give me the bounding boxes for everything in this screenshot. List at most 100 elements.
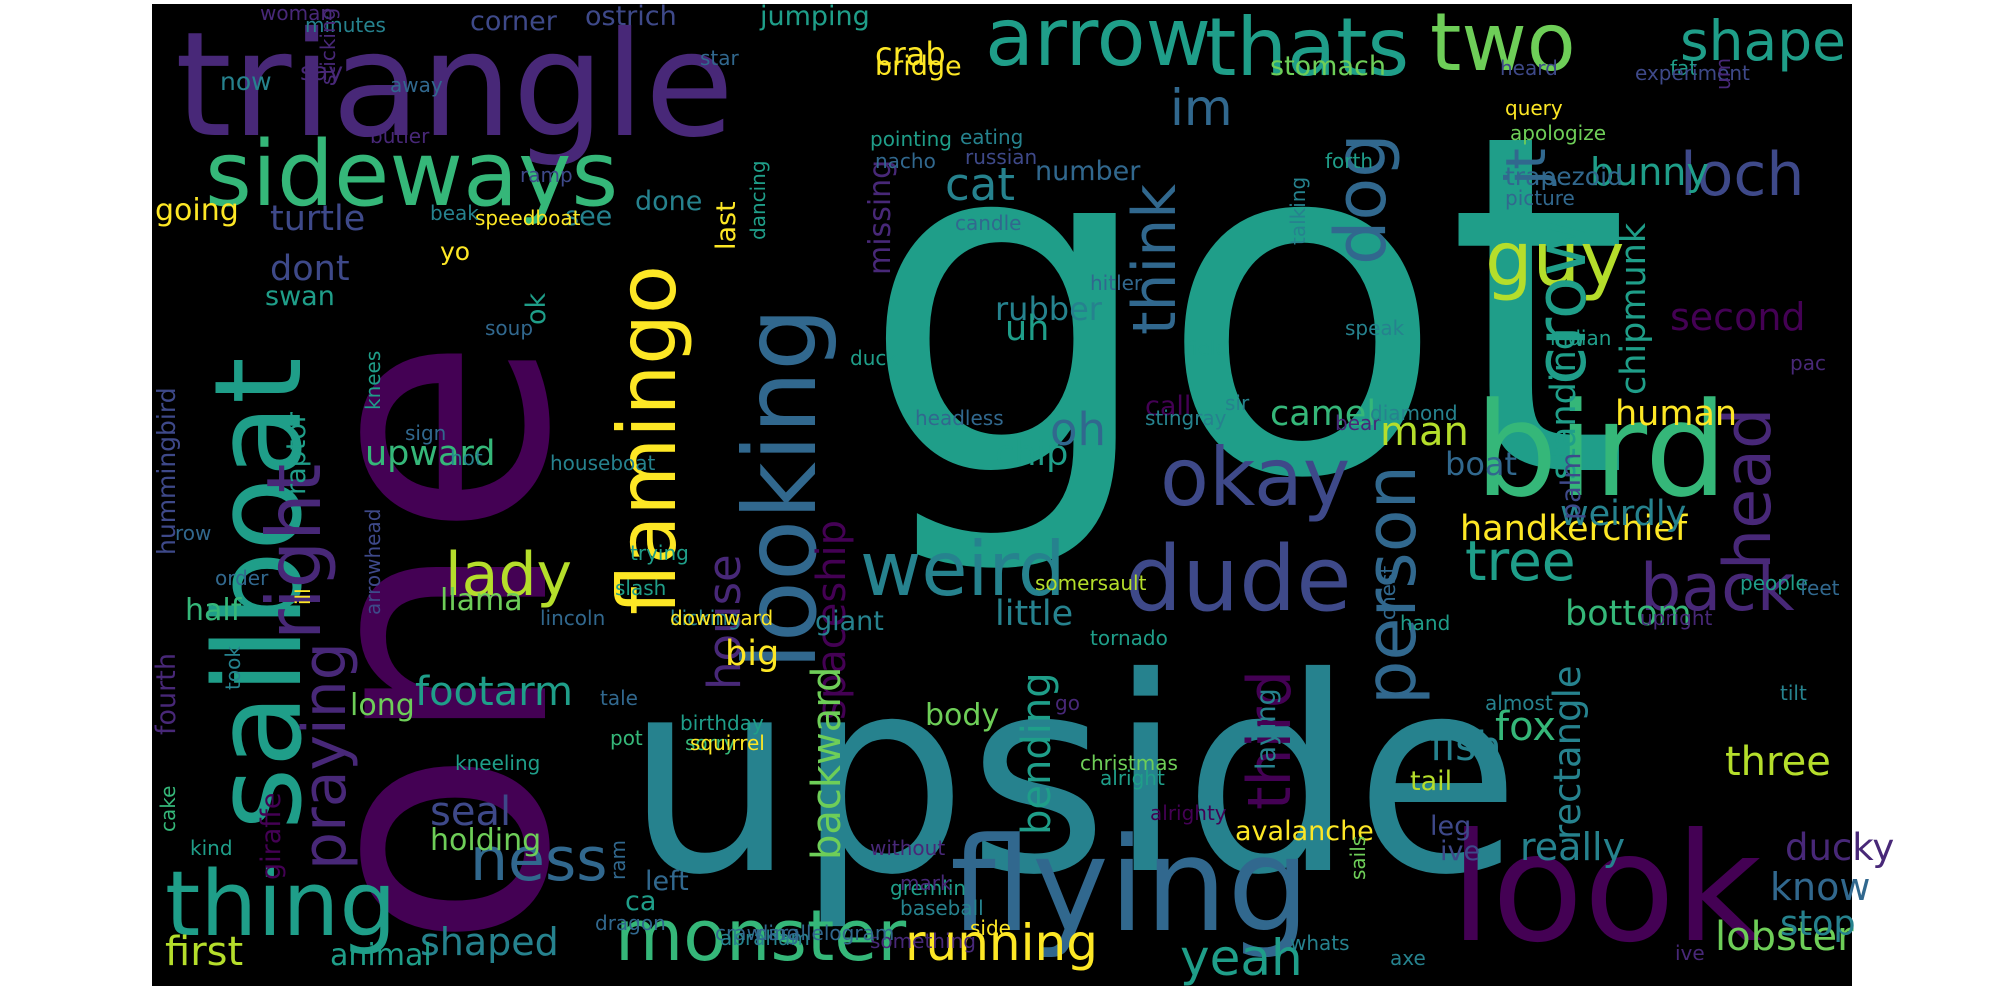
cloud-word-yo: yo <box>440 237 470 266</box>
cloud-word-say: say <box>300 57 343 86</box>
cloud-word-spaceship: spaceship <box>809 520 855 720</box>
cloud-word-cat: cat <box>945 158 1015 211</box>
cloud-word-query: query <box>1505 96 1563 120</box>
cloud-word-ca: ca <box>625 886 656 917</box>
cloud-word-downward: downward <box>670 606 773 630</box>
cloud-word-look: look <box>1450 802 1762 976</box>
cloud-word-shape: shape <box>1680 9 1846 73</box>
cloud-word-soup: soup <box>485 316 533 340</box>
cloud-word-yeah: yeah <box>1180 929 1303 987</box>
cloud-word-go: go <box>1055 691 1080 715</box>
cloud-word-fox: fox <box>1495 704 1556 750</box>
cloud-word-stop: stop <box>1780 904 1856 944</box>
cloud-word-tree: tree <box>1465 529 1576 593</box>
cloud-word-chipmunk: chipmunk <box>1614 222 1654 395</box>
cloud-word-candle: candle <box>955 211 1021 235</box>
cloud-word-arrowhead: arrowhead <box>361 509 385 615</box>
cloud-word-crawling: crawling <box>715 921 799 945</box>
cloud-word-beak: beak <box>430 201 479 225</box>
cloud-word-see: see <box>565 201 612 232</box>
cloud-word-whats: whats <box>1290 931 1350 955</box>
cloud-word-feet: feet <box>1800 576 1840 600</box>
cloud-word-lady: lady <box>445 540 572 610</box>
cloud-word-ram: ram <box>606 840 630 880</box>
cloud-word-ill: ill <box>291 588 315 605</box>
cloud-word-left: left <box>645 866 689 897</box>
cloud-word-lobster: lobster <box>1715 914 1854 960</box>
cloud-word-weirdly: weirdly <box>1560 494 1686 534</box>
cloud-word-seal: seal <box>430 789 511 835</box>
cloud-word-parallelogram: parallelogram <box>755 921 894 945</box>
cloud-word-really: really <box>1520 825 1625 869</box>
cloud-word-sailboat: sailboat <box>190 357 329 830</box>
cloud-word-people: people <box>1740 571 1808 595</box>
cloud-word-bottom: bottom <box>1565 594 1692 634</box>
cloud-word-human: human <box>1615 394 1737 434</box>
cloud-word-flamingo: flamingo <box>601 265 694 615</box>
cloud-word-avalanche: avalanche <box>1235 816 1374 847</box>
cloud-word-heard: heard <box>1500 56 1558 80</box>
cloud-word-thing: thing <box>165 852 397 957</box>
cloud-word-palm: palm <box>1556 453 1587 521</box>
cloud-word-second: second <box>1670 295 1806 339</box>
cloud-word-lincoln: lincoln <box>540 606 605 630</box>
cloud-word-upward: upward <box>365 434 495 474</box>
cloud-word-field: field <box>1185 336 1228 360</box>
cloud-word-weird: weird <box>860 525 1065 613</box>
cloud-word-duck: duck <box>850 346 898 370</box>
cloud-word-fourth: fourth <box>151 653 182 735</box>
cloud-word-indian: indian <box>1550 326 1611 350</box>
cloud-word-russian: russian <box>965 145 1037 169</box>
cloud-word-nacho: nacho <box>875 149 936 173</box>
cloud-word-woman: woman <box>260 1 333 25</box>
cloud-word-tail: tail <box>1410 766 1452 797</box>
cloud-word-alrighty: alrighty <box>1150 801 1227 825</box>
cloud-word-kind: kind <box>190 836 233 860</box>
cloud-word-took: took <box>221 646 245 690</box>
cloud-word-laying: laying <box>1251 688 1282 770</box>
cloud-word-person: person <box>1350 465 1432 705</box>
cloud-word-back: back <box>1640 551 1795 626</box>
cloud-word-hot: hot <box>450 446 483 470</box>
cloud-word-squirrel: squirrel <box>690 731 765 755</box>
cloud-word-right: right <box>250 464 338 640</box>
cloud-word-bird: bird <box>1475 374 1727 526</box>
cloud-word-dont: dont <box>270 249 350 289</box>
cloud-word-oh: oh <box>1050 403 1106 456</box>
cloud-word-uh: uh <box>1005 309 1049 349</box>
cloud-word-standing: standing <box>1544 328 1584 480</box>
cloud-word-half: half <box>185 593 243 628</box>
cloud-word-abraham: abraham <box>720 926 810 950</box>
cloud-word-diamond: diamond <box>1370 401 1458 425</box>
cloud-word-house: house <box>698 554 751 690</box>
cloud-word-sir: sir <box>1225 391 1250 415</box>
cloud-word-ok: ok <box>521 292 552 325</box>
cloud-word-knees: knees <box>361 351 385 410</box>
cloud-word-stingray: stingray <box>1145 406 1227 430</box>
cloud-word-talking: talking <box>1286 177 1310 245</box>
cloud-word-sorry: sorry <box>685 731 736 755</box>
cloud-word-butler: butler <box>370 124 430 148</box>
cloud-word-last: last <box>711 201 742 250</box>
cloud-word-monster: monster <box>615 895 906 977</box>
cloud-word-turtle: turtle <box>270 199 365 239</box>
cloud-word-flying: flying <box>950 809 1310 961</box>
cloud-word-sideways: sideways <box>205 122 618 227</box>
cloud-word-kicking: kicking <box>670 606 741 630</box>
cloud-word-ive: ive <box>1440 836 1480 867</box>
cloud-word-chip: chip <box>995 434 1068 474</box>
cloud-word-tale: tale <box>600 686 638 710</box>
cloud-background <box>152 4 1852 986</box>
cloud-word-man: man <box>1380 409 1469 455</box>
cloud-word-pac: pac <box>1790 351 1826 375</box>
cloud-word-tornado: tornado <box>1090 626 1168 650</box>
cloud-word-holding: holding <box>430 823 541 858</box>
cloud-word-bending: bending <box>1014 672 1060 835</box>
cloud-word-going: going <box>155 193 239 228</box>
cloud-word-llama: llama <box>440 583 523 618</box>
cloud-word-okay: okay <box>1160 431 1350 524</box>
cloud-word-sign: sign <box>405 421 446 445</box>
cloud-word-jumping: jumping <box>759 1 870 32</box>
cloud-word-shaped: shaped <box>420 920 559 964</box>
cloud-word-footarm: footarm <box>415 669 573 715</box>
